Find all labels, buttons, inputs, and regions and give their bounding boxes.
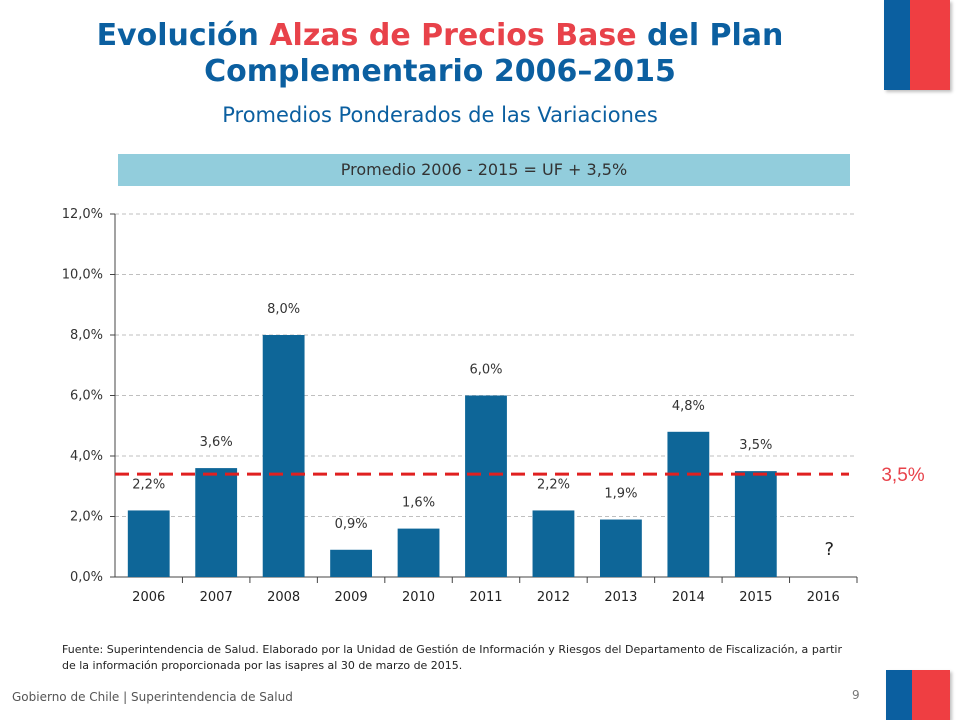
x-tick-label: 2008 — [267, 590, 300, 605]
footer-text: Gobierno de Chile | Superintendencia de … — [12, 690, 293, 704]
y-tick-label: 6,0% — [70, 389, 103, 404]
bar-2013 — [599, 519, 642, 577]
bar-2008 — [262, 335, 305, 577]
data-label-2008: 8,0% — [267, 302, 300, 317]
x-tick-label: 2011 — [469, 590, 502, 605]
bar-2011 — [465, 395, 507, 577]
page-title: Evolución Alzas de Precios Base del Plan… — [40, 18, 840, 90]
title-part-2: del Plan Complementario 2006–2015 — [204, 18, 784, 89]
y-tick-label: 12,0% — [62, 207, 103, 222]
bar-2015 — [734, 471, 777, 577]
data-label-2007: 3,6% — [200, 435, 233, 450]
title-highlight: Alzas de Precios Base — [269, 18, 637, 53]
data-label-2016: ? — [824, 539, 834, 560]
x-tick-label: 2010 — [402, 590, 435, 605]
x-tick-label: 2012 — [537, 590, 570, 605]
data-label-2015: 3,5% — [739, 438, 772, 453]
source-note: Fuente: Superintendencia de Salud. Elabo… — [62, 643, 842, 672]
bar-2007 — [195, 468, 238, 577]
bar-2014 — [667, 431, 710, 577]
data-label-2012: 2,2% — [537, 477, 570, 492]
bar-2012 — [532, 510, 575, 577]
bar-2010 — [397, 528, 440, 577]
title-part-1: Evolución — [96, 18, 270, 53]
data-label-2010: 1,6% — [402, 496, 435, 511]
data-label-2009: 0,9% — [335, 517, 368, 532]
x-tick-label: 2007 — [200, 590, 233, 605]
page-number: 9 — [852, 688, 860, 702]
data-label-2013: 1,9% — [604, 487, 637, 502]
x-tick-label: 2014 — [672, 590, 705, 605]
data-label-2006: 2,2% — [132, 477, 165, 492]
bar-2006 — [127, 510, 170, 577]
x-tick-label: 2006 — [132, 590, 165, 605]
y-tick-label: 4,0% — [70, 449, 103, 464]
y-tick-label: 2,0% — [70, 510, 103, 525]
bar-2009 — [330, 549, 373, 577]
data-label-2014: 4,8% — [672, 399, 705, 414]
y-tick-label: 10,0% — [62, 268, 103, 283]
average-reference-label: 3,5% — [881, 465, 924, 486]
page-subtitle: Promedios Ponderados de las Variaciones — [222, 103, 658, 127]
chile-flag-footer-logo — [886, 670, 950, 720]
average-banner: Promedio 2006 - 2015 = UF + 3,5% — [118, 154, 850, 186]
x-tick-label: 2015 — [739, 590, 772, 605]
chile-flag-logo — [884, 0, 950, 90]
data-label-2011: 6,0% — [469, 363, 502, 378]
x-tick-label: 2016 — [807, 590, 840, 605]
x-tick-label: 2009 — [335, 590, 368, 605]
y-tick-label: 0,0% — [70, 570, 103, 585]
x-tick-label: 2013 — [604, 590, 637, 605]
y-tick-label: 8,0% — [70, 328, 103, 343]
